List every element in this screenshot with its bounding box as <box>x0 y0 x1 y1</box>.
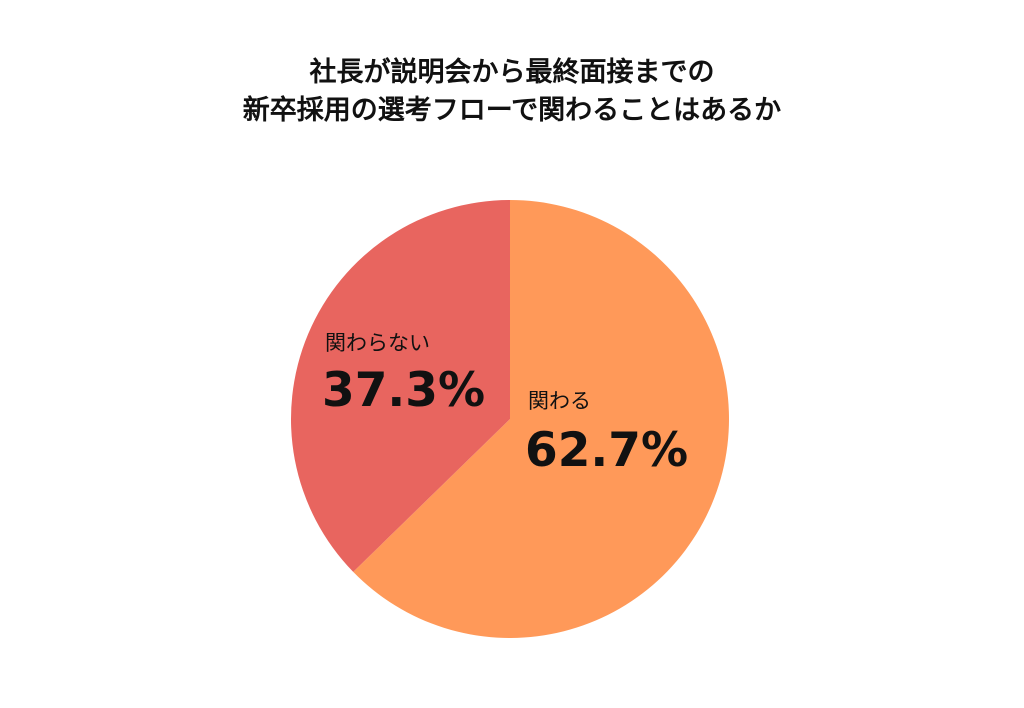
pie-slice-kakawaranai <box>290 200 510 572</box>
chart-title-line-1: 社長が説明会から最終面接までの <box>309 57 715 88</box>
slice-label-name: 関わらない <box>325 331 430 355</box>
pie-slices <box>290 200 729 638</box>
slice-label-name: 関わる <box>528 389 591 413</box>
slice-label-value: 62.7% <box>525 423 688 478</box>
pie-slice-kakawaru <box>353 200 729 638</box>
chart-title: 社長が説明会から最終面接までの 新卒採用の選考フローで関わることはあるか <box>0 54 1024 130</box>
pie-labels: 関わる 62.7% 関わらない 37.3% <box>322 331 688 478</box>
chart-title-line-2: 新卒採用の選考フローで関わることはあるか <box>242 95 782 126</box>
slice-label-value: 37.3% <box>322 363 485 418</box>
